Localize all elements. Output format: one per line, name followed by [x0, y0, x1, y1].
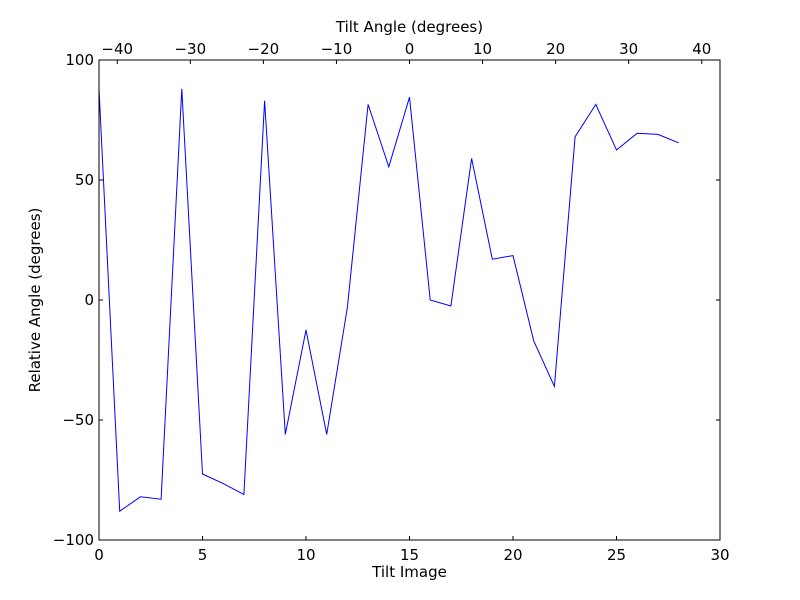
y-tick-label: −100 — [53, 531, 94, 549]
x-axis-title: Tilt Image — [371, 563, 447, 581]
top-x-tick-label: −20 — [248, 40, 280, 58]
x-tick-label: 20 — [503, 546, 522, 564]
top-x-tick-label: 40 — [692, 40, 711, 58]
y-tick-label: −50 — [62, 411, 94, 429]
top-x-tick-label: −30 — [174, 40, 206, 58]
x-tick-label: 0 — [94, 546, 104, 564]
series-line-0 — [98, 88, 679, 513]
top-x-tick-label: 20 — [546, 40, 565, 58]
x-tick-label: 25 — [607, 546, 626, 564]
x-tick-label: 30 — [710, 546, 729, 564]
ticks-layer — [98, 59, 721, 541]
x-tick-label: 5 — [198, 546, 208, 564]
series-layer — [98, 88, 679, 513]
y-tick-label: 50 — [75, 171, 94, 189]
top-x-tick-label: 0 — [405, 40, 415, 58]
top-x-tick-label: 30 — [619, 40, 638, 58]
top-x-tick-label: −10 — [321, 40, 353, 58]
x-tick-label: 15 — [400, 546, 419, 564]
x-tick-label: 10 — [296, 546, 315, 564]
top-x-tick-label: −40 — [101, 40, 133, 58]
top-x-axis-title: Tilt Angle (degrees) — [335, 18, 483, 36]
top-x-tick-label: 10 — [473, 40, 492, 58]
y-axis-title: Relative Angle (degrees) — [26, 208, 44, 393]
y-tick-label: 100 — [65, 51, 94, 69]
y-tick-label: 0 — [84, 291, 94, 309]
